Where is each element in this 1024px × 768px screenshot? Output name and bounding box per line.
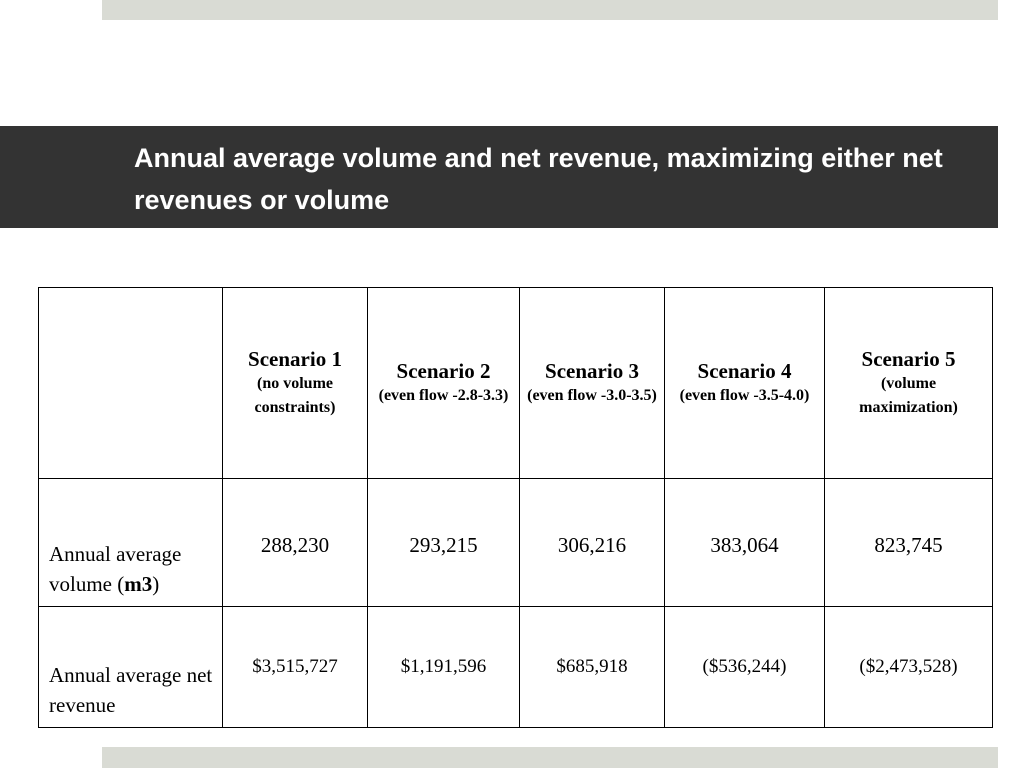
title-band	[0, 126, 998, 228]
table-cell: ($536,244)	[664, 606, 825, 728]
table-cell: 383,064	[664, 478, 825, 607]
scenario-name: Scenario 3	[545, 359, 639, 383]
column-header-scenario-5: Scenario 5 (volume maximization)	[824, 287, 993, 479]
column-header-scenario-3: Scenario 3 (even flow -3.0-3.5)	[519, 287, 665, 479]
row-label-text: Annual average volume (	[49, 542, 182, 596]
scenario-name: Scenario 2	[396, 359, 491, 383]
scenario-note: (even flow -2.8-3.3)	[378, 387, 509, 404]
table-cell: 306,216	[519, 478, 665, 607]
scenario-note: (volume maximization)	[859, 375, 958, 416]
row-label-unit: m3	[124, 572, 153, 596]
table-cell: $3,515,727	[222, 606, 368, 728]
scenario-name: Scenario 1	[248, 347, 342, 371]
scenario-note: (even flow -3.5-4.0)	[679, 387, 810, 404]
results-table: Scenario 1 (no volume constraints) Scena…	[38, 287, 993, 728]
column-header-scenario-2: Scenario 2 (even flow -2.8-3.3)	[367, 287, 520, 479]
table-cell: 293,215	[367, 478, 520, 607]
slide-title: Annual average volume and net revenue, m…	[134, 143, 943, 215]
table-cell: 823,745	[824, 478, 993, 607]
table-cell: $685,918	[519, 606, 665, 728]
column-header-scenario-4: Scenario 4 (even flow -3.5-4.0)	[664, 287, 825, 479]
row-label-close: )	[152, 572, 160, 596]
bottom-accent-bar	[102, 747, 998, 768]
table-cell: $1,191,596	[367, 606, 520, 728]
scenario-note: (even flow -3.0-3.5)	[527, 387, 657, 404]
table-row-volume: Annual average volume (m3) 288,230 293,2…	[38, 478, 993, 607]
table-cell: ($2,473,528)	[824, 606, 993, 728]
table-header-row: Scenario 1 (no volume constraints) Scena…	[38, 287, 993, 479]
scenario-note: (no volume constraints)	[254, 375, 336, 416]
table-row-revenue: Annual average net revenue $3,515,727 $1…	[38, 606, 993, 728]
scenario-name: Scenario 4	[697, 359, 792, 383]
scenario-name: Scenario 5	[861, 347, 956, 371]
corner-cell	[38, 287, 223, 479]
top-accent-bar	[102, 0, 998, 20]
row-label-volume: Annual average volume (m3)	[38, 478, 223, 607]
table-cell: 288,230	[222, 478, 368, 607]
row-label-revenue: Annual average net revenue	[38, 606, 223, 728]
column-header-scenario-1: Scenario 1 (no volume constraints)	[222, 287, 368, 479]
